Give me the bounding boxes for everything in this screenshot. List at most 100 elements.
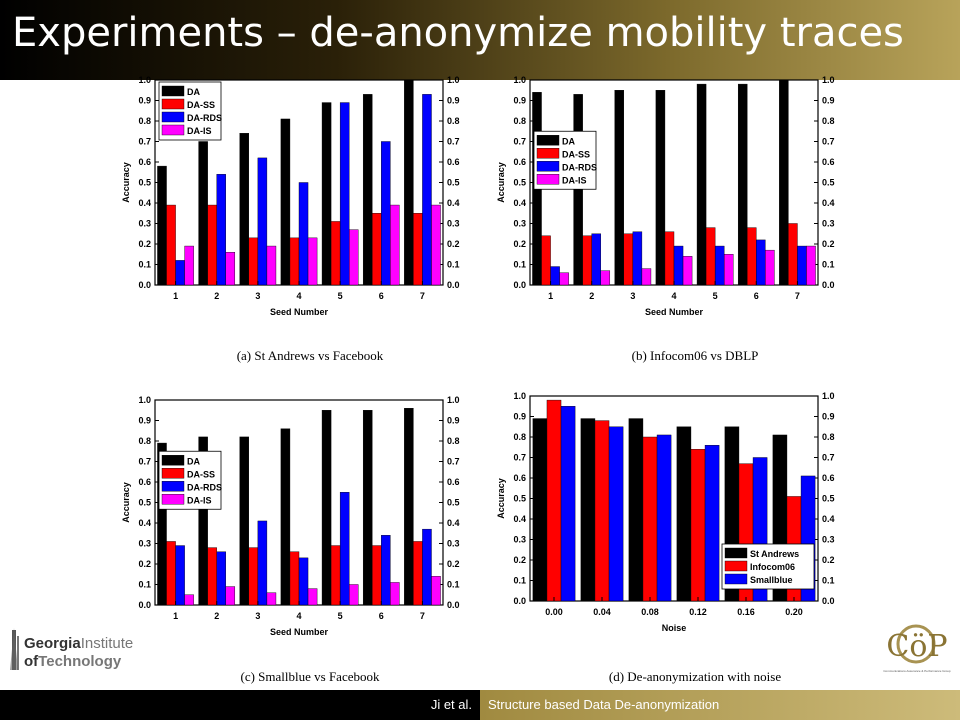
x-tick-label: 2 <box>214 291 219 301</box>
x-tick-label: 0.00 <box>545 607 563 617</box>
bar-da <box>404 79 414 286</box>
y-tick-label-left: 0.0 <box>138 280 151 290</box>
bar-da-is <box>348 584 359 606</box>
y-tick-label-left: 0.8 <box>513 432 526 442</box>
bar-da <box>198 436 208 606</box>
legend-label: DA <box>562 136 575 146</box>
y-tick-label-left: 0.5 <box>138 178 151 188</box>
bar-da-is <box>600 270 611 286</box>
legend-label: DA-RDS <box>187 113 222 123</box>
legend-swatch <box>161 494 185 505</box>
bar-da <box>573 94 583 286</box>
y-tick-label-left: 0.0 <box>513 596 526 606</box>
bar-da-is <box>266 245 277 286</box>
chart-deanonymization-with-noise: 0.0 0.0 0.1 0.1 0.2 0.2 0.3 0.3 0.4 0.4 0.5 0.5 0.6 0… <box>496 391 835 633</box>
y-tick-label-left: 0.9 <box>138 416 151 426</box>
bar-da-ss <box>289 237 300 286</box>
y-tick-label-right: 0.2 <box>822 555 835 565</box>
y-tick-label-right: 0.5 <box>447 498 460 508</box>
legend-swatch <box>536 148 560 159</box>
bar-da-rds <box>216 551 226 606</box>
y-tick-label-left: 0.2 <box>513 555 526 565</box>
cap-logo-subtext: Communications Assurance & Performance G… <box>883 669 951 673</box>
y-tick-label-right: 0.5 <box>822 178 835 188</box>
y-tick-label-right: 0.3 <box>447 539 460 549</box>
y-tick-label-right: 0.1 <box>822 260 835 270</box>
y-tick-label-right: 0.8 <box>447 436 460 446</box>
legend-swatch <box>724 547 748 559</box>
legend-label: DA-IS <box>562 175 587 185</box>
footer-topic: Structure based Data De-anonymization <box>480 690 960 720</box>
y-tick-label-right: 0.2 <box>447 559 460 569</box>
y-tick-label-right: 0.1 <box>447 580 460 590</box>
bar-da-is <box>266 592 277 606</box>
legend-swatch <box>161 481 185 492</box>
y-tick-label-left: 0.8 <box>138 436 151 446</box>
legend-swatch <box>161 468 185 479</box>
x-tick-label: 5 <box>713 291 718 301</box>
caption-d: (d) De-anonymization with noise <box>608 669 782 684</box>
bar-da-rds <box>422 528 432 606</box>
y-tick-label-left: 0.5 <box>513 494 526 504</box>
bar-da-is <box>348 229 359 286</box>
x-axis-label: Seed Number <box>270 627 329 637</box>
legend-label: DA-RDS <box>187 482 222 492</box>
bar-da-rds <box>339 102 350 286</box>
bar-da <box>655 90 666 286</box>
bar-da <box>198 141 208 286</box>
x-tick-label: 0.12 <box>689 607 707 617</box>
y-tick-label-right: 0.7 <box>447 457 460 467</box>
y-tick-label-right: 0.0 <box>447 600 460 610</box>
legend-label: Infocom06 <box>750 562 795 572</box>
bar-da <box>280 428 291 606</box>
bar-da <box>404 407 414 606</box>
y-tick-label-left: 0.0 <box>138 600 151 610</box>
legend-label: DA-IS <box>187 126 212 136</box>
y-tick-label-right: 0.5 <box>822 494 835 504</box>
bar-da-rds <box>422 94 432 286</box>
x-tick-label: 7 <box>420 291 425 301</box>
legend-label: DA <box>187 456 200 466</box>
svg-text:GeorgiaInstitute: GeorgiaInstitute <box>24 635 133 652</box>
bar-da-is <box>765 249 775 286</box>
legend-swatch <box>161 124 185 136</box>
y-tick-label-right: 1.0 <box>822 391 835 401</box>
legend-label: DA-RDS <box>562 162 597 172</box>
bar-st-andrews <box>628 418 644 602</box>
bar-st-andrews <box>580 418 596 602</box>
y-tick-label-right: 0.7 <box>822 453 835 463</box>
y-tick-label-left: 0.5 <box>513 178 526 188</box>
bar-da-is <box>682 256 693 286</box>
bar-da-ss <box>372 545 382 606</box>
bar-infocom06 <box>546 399 562 602</box>
y-tick-label-right: 0.8 <box>447 116 460 126</box>
bar-st-andrews <box>532 418 548 602</box>
y-tick-label-left: 0.9 <box>138 96 151 106</box>
legend-swatch <box>161 111 185 123</box>
bar-da <box>362 94 373 286</box>
gt-logo-of: of <box>24 653 39 670</box>
bar-da <box>779 79 789 286</box>
legend-swatch <box>536 174 560 185</box>
x-tick-label: 2 <box>214 611 219 621</box>
legend-label: DA-SS <box>187 469 215 479</box>
plot-area: 0.0 0.0 0.1 0.1 0.2 0.2 0.3 0.3 0.4 0.4 0.5 0.5 0.6 0… <box>121 395 460 637</box>
legend: DA DA-SS DA-RDS DA-IS <box>533 130 597 190</box>
bar-da-rds <box>257 520 268 606</box>
y-tick-label-right: 0.6 <box>447 477 460 487</box>
bar-da-ss <box>541 235 551 286</box>
y-tick-label-left: 0.6 <box>138 477 151 487</box>
y-tick-label-right: 0.6 <box>822 157 835 167</box>
y-tick-label-right: 0.2 <box>822 239 835 249</box>
y-tick-label-left: 0.4 <box>513 198 526 208</box>
y-tick-label-right: 0.2 <box>447 239 460 249</box>
y-axis-label: Accuracy <box>496 162 506 203</box>
slide-title: Experiments – de-anonymize mobility trac… <box>12 10 904 56</box>
bar-da-rds <box>339 492 350 606</box>
bar-da-ss <box>289 551 300 606</box>
y-tick-label-left: 0.6 <box>513 157 526 167</box>
y-tick-label-left: 0.8 <box>513 116 526 126</box>
bar-st-andrews <box>676 426 692 602</box>
gt-logo-georgia: Georgia <box>24 635 81 652</box>
y-tick-label-left: 0.2 <box>138 559 151 569</box>
